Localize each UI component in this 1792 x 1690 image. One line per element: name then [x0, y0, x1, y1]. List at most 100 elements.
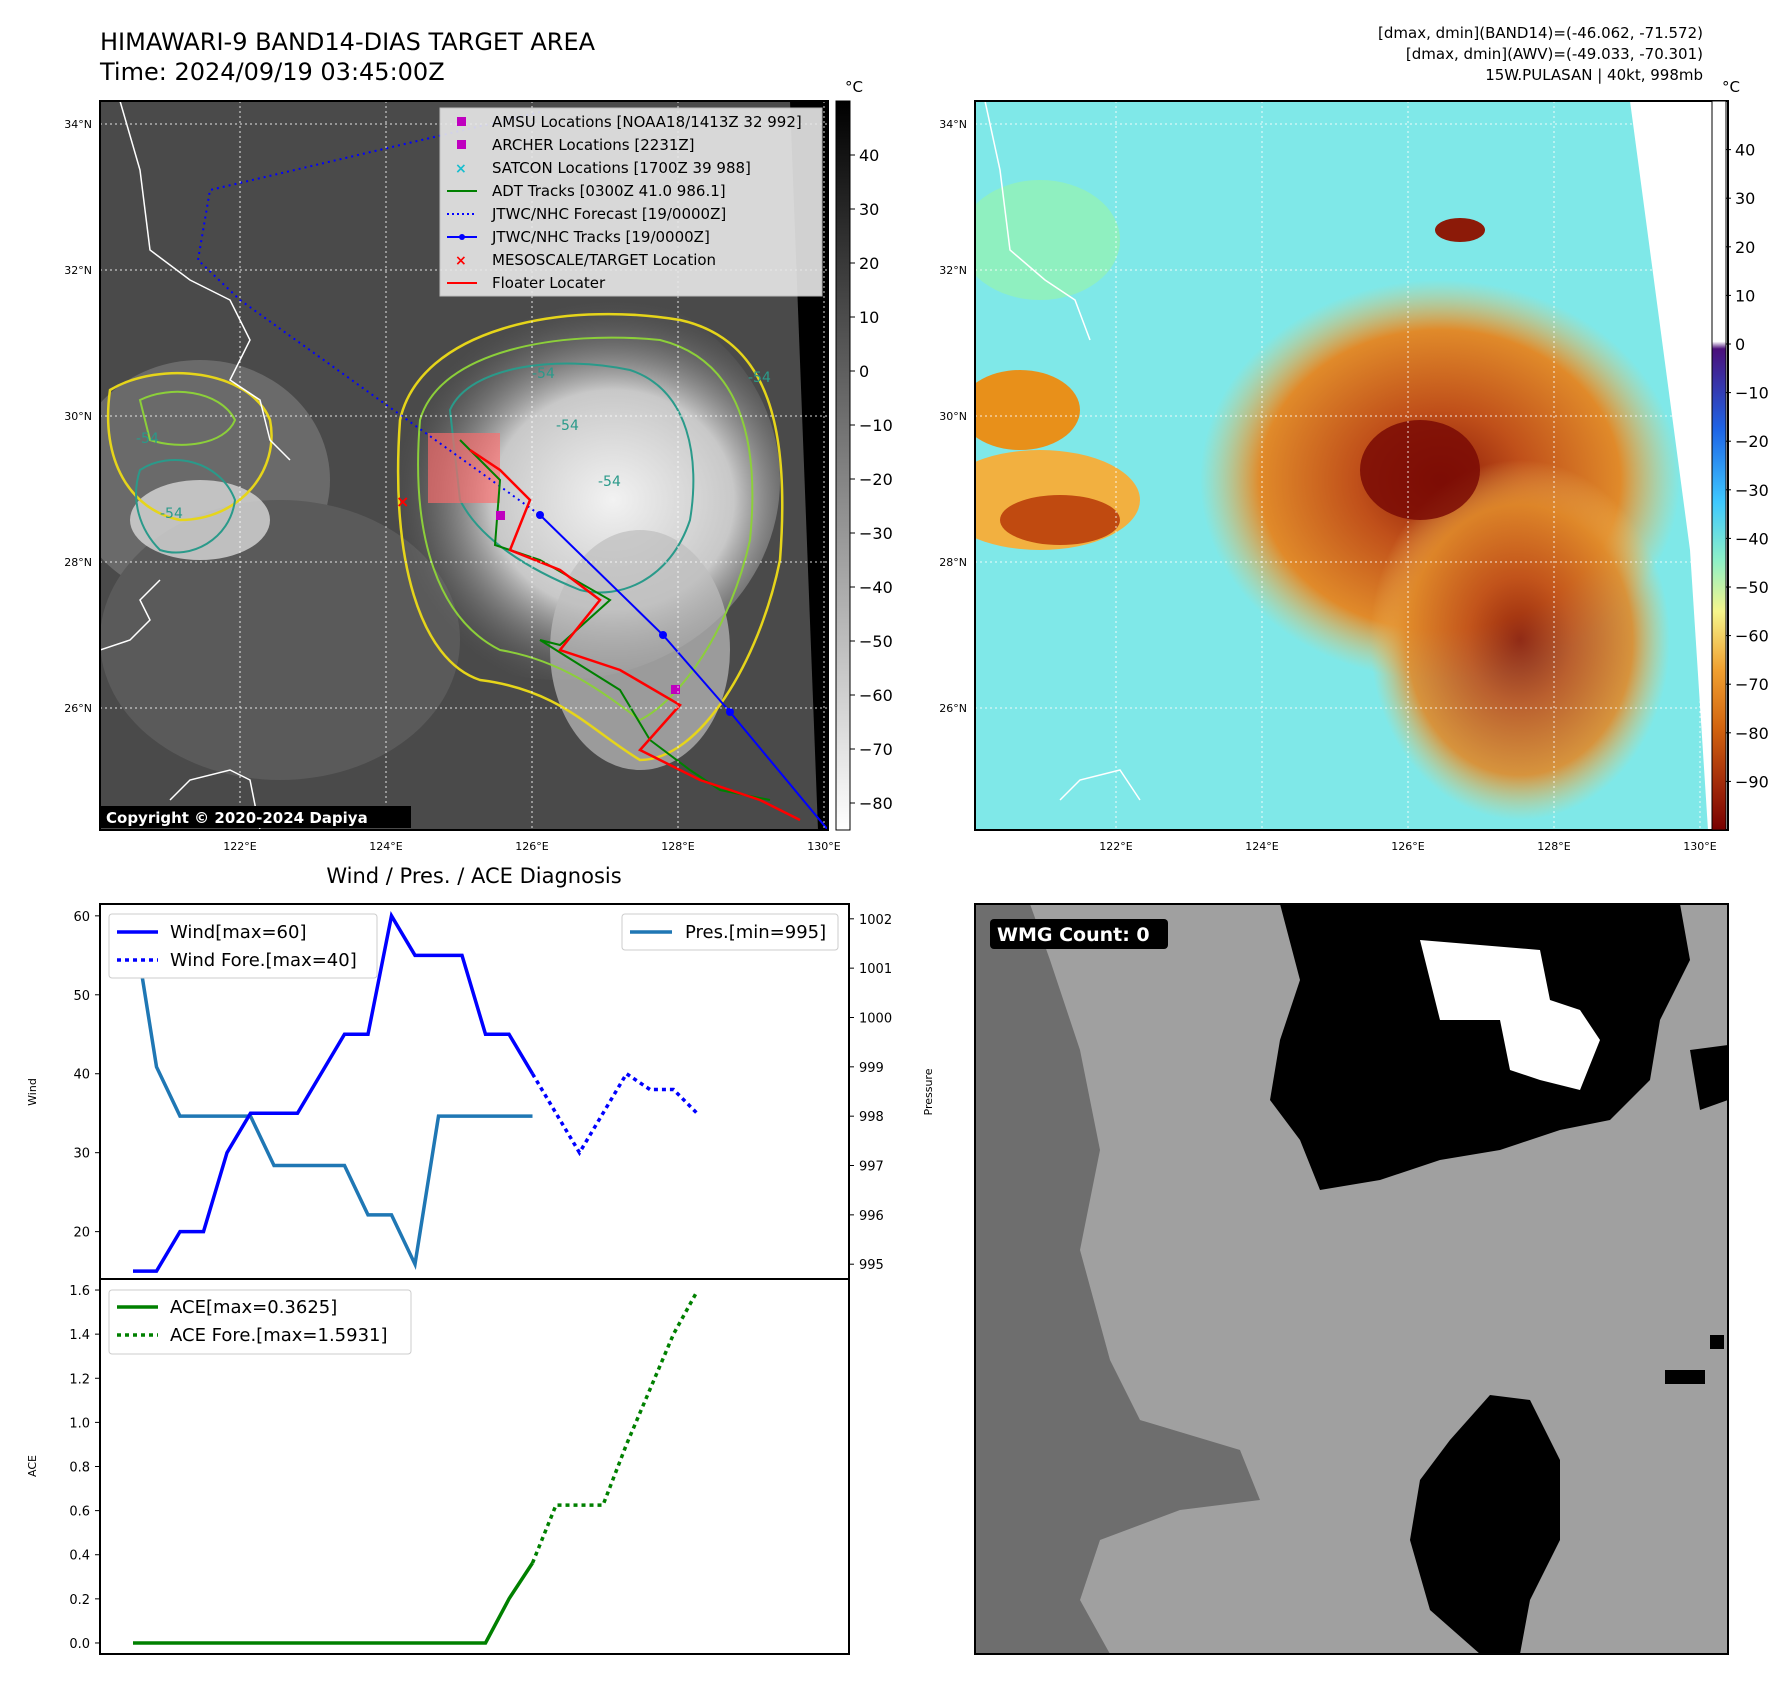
colorbar-tick-label: −10: [1735, 384, 1769, 403]
legend-label: Floater Locater: [492, 274, 606, 292]
wind-axis-label: Wind: [26, 1078, 39, 1106]
lon-label: 122°E: [223, 840, 256, 853]
legend-entry: × SATCON Locations [1700Z 39 988]: [455, 159, 751, 177]
ace-line: [133, 1562, 534, 1645]
lat-label: 34°N: [64, 118, 92, 131]
colorbar-tick-label: −20: [1735, 432, 1769, 451]
awv-lon-labels: 122°E 124°E 126°E 128°E 130°E: [1099, 840, 1716, 853]
wind-line: [133, 911, 535, 1273]
legend-entry: ARCHER Locations [2231Z]: [457, 136, 695, 154]
legend-marker-dot: [459, 234, 465, 240]
dmax-band14: [dmax, dmin](BAND14)=(-46.062, -71.572): [1378, 24, 1703, 42]
colorbar-tick-label: −80: [1735, 724, 1769, 743]
lon-label: 126°E: [1391, 840, 1424, 853]
ir-colorbar-unit: °C: [845, 78, 863, 96]
legend-label: Wind[max=60]: [170, 922, 307, 943]
wind-legend: [108, 913, 378, 979]
legend-marker: [457, 117, 466, 126]
colorbar-tick-label: −40: [859, 578, 893, 597]
colorbar-tick-label: −30: [1735, 481, 1769, 500]
awv-colorbar: [1711, 100, 1727, 831]
ir-lat-labels: 34°N 32°N 30°N 28°N 26°N: [64, 118, 92, 715]
legend-entry: JTWC/NHC Forecast [19/0000Z]: [447, 205, 726, 223]
y-right-tick-label: 999: [859, 1061, 884, 1076]
y-tick-label: 0.4: [69, 1549, 90, 1564]
pressure-axis-label: Pressure: [922, 1068, 935, 1115]
colorbar-tick-label: −10: [859, 416, 893, 435]
colorbar-tick-label: −70: [1735, 675, 1769, 694]
y-tick-label: 0.6: [69, 1505, 90, 1520]
colorbar-tick-label: 0: [1735, 335, 1745, 354]
legend-label: Pres.[min=995]: [685, 922, 826, 943]
legend-label: ARCHER Locations [2231Z]: [492, 136, 695, 154]
legend-label: MESOSCALE/TARGET Location: [492, 251, 716, 269]
lon-label: 130°E: [1683, 840, 1716, 853]
awv-satellite-panel: [975, 101, 1728, 830]
y-tick-label: 1.6: [69, 1284, 90, 1299]
legend-marker: ×: [455, 253, 467, 269]
svg-text:×: ×: [396, 492, 409, 511]
colorbar-tick-label: 10: [859, 308, 879, 327]
copyright-text: Copyright © 2020-2024 Dapiya: [106, 809, 368, 827]
colorbar-tick-label: 40: [1735, 141, 1755, 160]
wmg-count-text: WMG Count: 0: [997, 924, 1150, 946]
legend-label: SATCON Locations [1700Z 39 988]: [492, 159, 751, 177]
y-right-tick-label: 1000: [859, 1011, 892, 1026]
y-right-tick-label: 998: [859, 1110, 884, 1125]
colorbar-tick-label: 30: [859, 200, 879, 219]
y-tick-label: 1.2: [69, 1372, 90, 1387]
ir-colorbar-ticks: 40 30 20 10 0 −10 −20 −30 −40 −50 −60 −70 −80: [850, 146, 893, 813]
y-tick-label: 40: [73, 1068, 90, 1083]
storm-info: 15W.PULASAN | 40kt, 998mb: [1485, 66, 1703, 84]
figure-title: HIMAWARI-9 BAND14-DIAS TARGET AREA: [100, 28, 596, 56]
lat-label: 28°N: [64, 556, 92, 569]
pressure-legend: [621, 913, 839, 951]
wmg-panel: [975, 904, 1728, 1654]
lon-label: 128°E: [1537, 840, 1570, 853]
colorbar-tick-label: −80: [859, 794, 893, 813]
contour-label: -54: [598, 474, 621, 490]
pressure-line: [131, 918, 533, 1271]
y-tick-label: 60: [73, 910, 90, 925]
lat-label: 26°N: [64, 702, 92, 715]
contour-label: -54: [748, 370, 771, 386]
y-tick-label: 0.8: [69, 1461, 90, 1476]
ace-forecast-line: [530, 1290, 699, 1564]
legend-entry: × MESOSCALE/TARGET Location: [455, 251, 716, 269]
y-tick-label: 50: [73, 989, 90, 1004]
legend-label: ACE[max=0.3625]: [170, 1297, 337, 1318]
lat-label: 32°N: [64, 264, 92, 277]
y-tick-label: 20: [73, 1226, 90, 1241]
legend-label: ADT Tracks [0300Z 41.0 986.1]: [492, 182, 726, 200]
lon-label: 126°E: [515, 840, 548, 853]
lat-label: 26°N: [939, 702, 967, 715]
colorbar-tick-label: −50: [859, 632, 893, 651]
contour-label: -54: [556, 418, 579, 434]
lat-label: 28°N: [939, 556, 967, 569]
lon-label: 124°E: [369, 840, 402, 853]
legend-entry: Floater Locater: [447, 274, 606, 292]
contour-label: -54: [160, 506, 183, 522]
colorbar-tick-label: −70: [859, 740, 893, 759]
colorbar-tick-label: −60: [859, 686, 893, 705]
lat-label: 34°N: [939, 118, 967, 131]
y-tick-label: 0.0: [69, 1637, 90, 1652]
colorbar-tick-label: 20: [859, 254, 879, 273]
lon-label: 124°E: [1245, 840, 1278, 853]
y-right-tick-label: 1001: [859, 962, 892, 977]
y-tick-label: 0.2: [69, 1593, 90, 1608]
y-right-tick-label: 1002: [859, 913, 892, 928]
legend-label: JTWC/NHC Tracks [19/0000Z]: [491, 228, 710, 246]
contour-label: -54: [532, 366, 555, 382]
lat-label: 32°N: [939, 264, 967, 277]
wmg-count-badge: [990, 919, 1168, 949]
colorbar-tick-label: 40: [859, 146, 879, 165]
legend-entry: ADT Tracks [0300Z 41.0 986.1]: [447, 182, 726, 200]
y-right-tick-label: 996: [859, 1209, 884, 1224]
ir-colorbar: [835, 100, 851, 831]
y-tick-label: 1.0: [69, 1416, 90, 1431]
lon-label: 130°E: [807, 840, 840, 853]
colorbar-tick-label: −60: [1735, 627, 1769, 646]
y-right-tick-label: 995: [859, 1258, 884, 1273]
ace-axis-label: ACE: [26, 1455, 39, 1477]
